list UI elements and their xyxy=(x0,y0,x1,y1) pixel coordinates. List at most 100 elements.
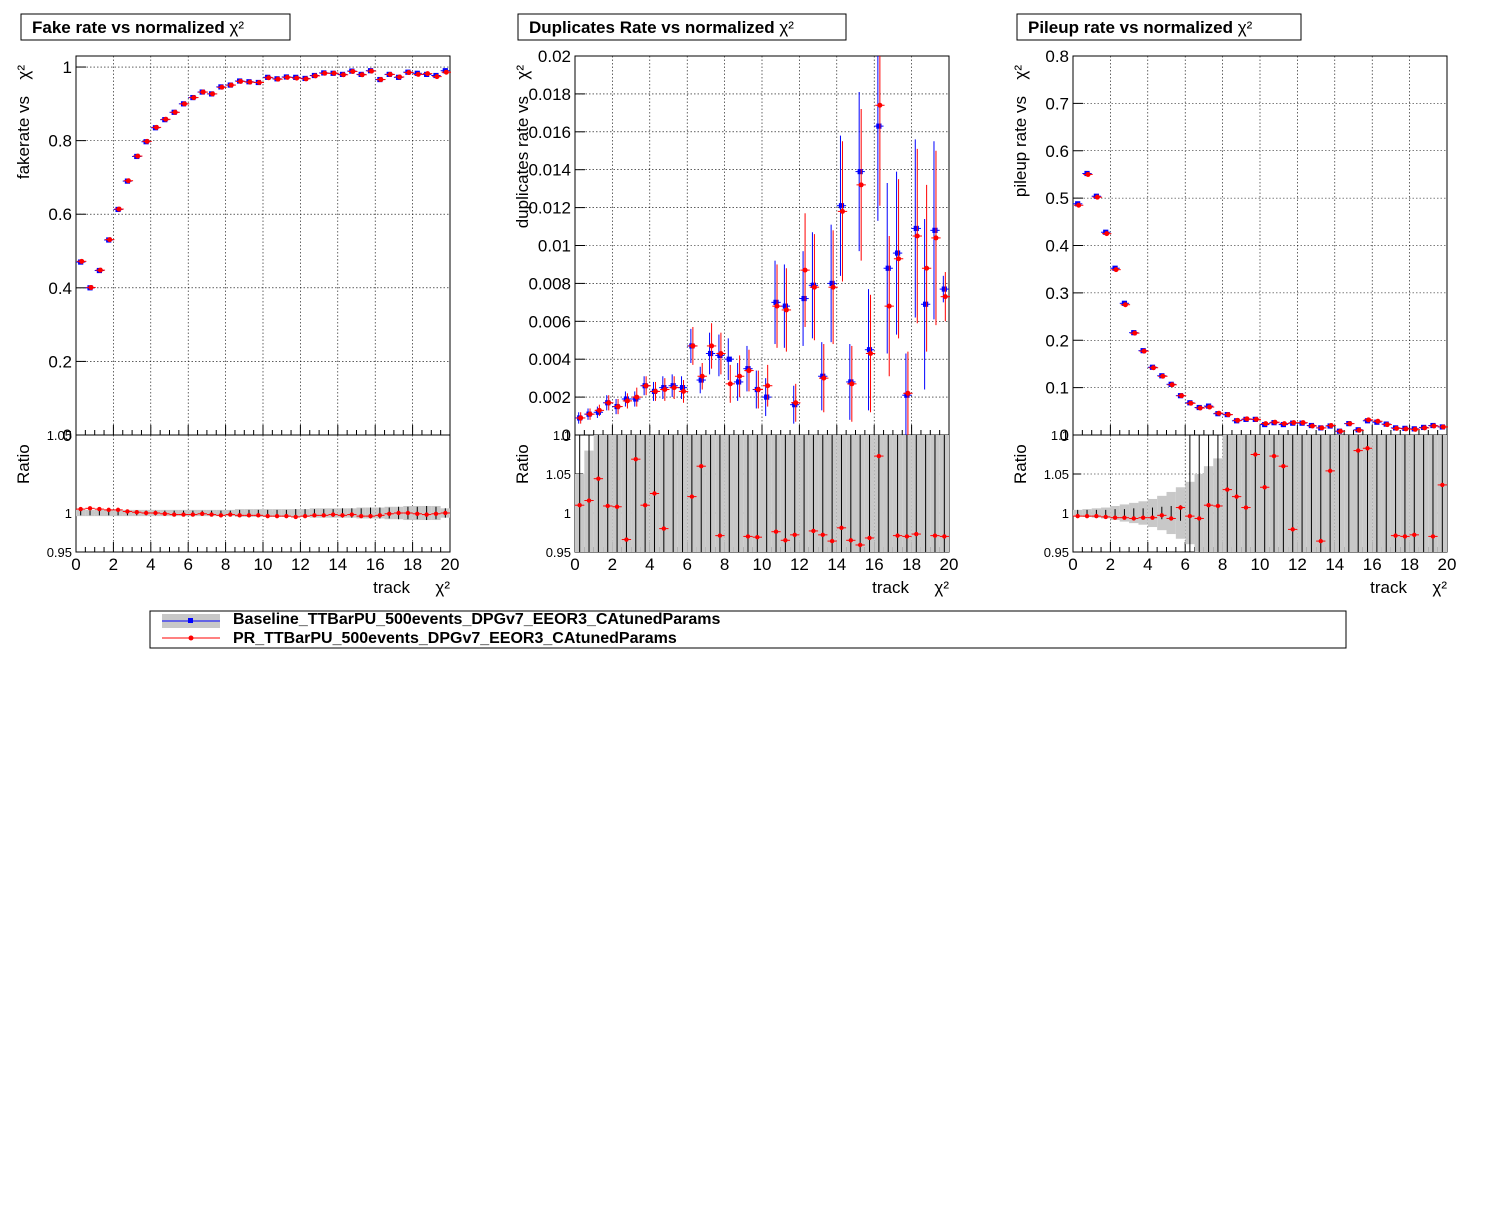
ratio-point xyxy=(200,511,205,516)
x-tick-label: 6 xyxy=(1180,555,1189,574)
x-axis-label: track xyxy=(373,578,410,597)
ratio-point xyxy=(783,538,788,543)
pr-point xyxy=(425,71,431,77)
y-axis-label-text: fakerate vs xyxy=(14,96,33,179)
ratio-point xyxy=(443,510,448,516)
pr-point xyxy=(802,267,808,273)
y-tick-label: 0.7 xyxy=(1045,94,1069,113)
y-tick-label: 0.4 xyxy=(48,279,72,298)
pr-point xyxy=(624,398,630,404)
y-axis-label-text: pileup rate vs xyxy=(1011,96,1030,197)
ratio-point xyxy=(755,534,760,540)
chart-title-symbol: χ² xyxy=(1238,18,1253,37)
x-tick-label: 10 xyxy=(1251,555,1270,574)
ratio-point xyxy=(792,532,797,538)
ratio-point xyxy=(1430,534,1436,539)
ratio-point xyxy=(1215,503,1221,509)
x-tick-label: 4 xyxy=(645,555,654,574)
ratio-y-tick-label: 0.95 xyxy=(546,545,571,560)
legend-pr-marker xyxy=(188,635,194,641)
baseline-point xyxy=(736,379,742,385)
pr-point xyxy=(849,381,855,387)
pr-point xyxy=(924,265,930,271)
ratio-point xyxy=(1271,453,1277,459)
x-tick-label: 14 xyxy=(827,555,846,574)
ratio-point xyxy=(1318,538,1323,544)
y-axis-label-symbol: χ² xyxy=(1011,65,1030,80)
pr-point xyxy=(1113,267,1119,273)
pr-point xyxy=(877,102,883,108)
pr-point xyxy=(1263,421,1269,427)
ratio-point xyxy=(1281,464,1286,469)
ratio-point xyxy=(321,513,326,518)
pr-point xyxy=(359,72,365,78)
ratio-point xyxy=(246,513,252,518)
y-tick-label: 0.016 xyxy=(528,123,571,142)
ratio-point xyxy=(661,526,667,531)
pr-point xyxy=(331,70,337,76)
pr-point xyxy=(652,388,658,394)
baseline-point xyxy=(876,123,882,129)
y-tick-label: 0.004 xyxy=(528,350,571,369)
pr-point xyxy=(191,95,197,101)
x-tick-label: 12 xyxy=(790,555,809,574)
pr-point xyxy=(125,178,131,184)
ratio-point xyxy=(143,510,149,516)
y-tick-label: 0.006 xyxy=(528,312,571,331)
chart-title-box xyxy=(517,13,847,41)
chart-title-box xyxy=(1016,13,1302,41)
pr-point xyxy=(1281,421,1287,427)
y-tick-label: 0.4 xyxy=(1045,237,1069,256)
pr-point xyxy=(107,237,113,243)
pr-point xyxy=(182,101,188,107)
ratio-point xyxy=(218,513,224,518)
x-tick-label: 20 xyxy=(940,555,959,574)
ratio-point xyxy=(876,453,882,459)
pr-point xyxy=(434,74,440,80)
ratio-point xyxy=(904,534,910,539)
y-tick-label: 0.1 xyxy=(1045,379,1069,398)
ratio-y-axis-label: Ratio xyxy=(513,444,532,484)
pr-point xyxy=(774,303,780,309)
pr-point xyxy=(1244,416,1250,422)
pr-point xyxy=(1300,420,1306,426)
pr-point xyxy=(1347,421,1353,427)
pr-point xyxy=(1375,418,1381,424)
pr-point xyxy=(443,69,449,75)
ratio-point xyxy=(106,507,111,513)
ratio-point xyxy=(1327,468,1333,474)
baseline-point xyxy=(829,280,835,286)
pr-point xyxy=(284,74,290,80)
legend-baseline-label: Baseline_TTBarPU_500events_DPGv7_EEOR3_C… xyxy=(233,611,720,628)
y-axis-label-symbol: χ² xyxy=(513,65,532,80)
ratio-point xyxy=(1112,515,1118,520)
y-axis-label: χ² xyxy=(1011,65,1030,80)
pr-point xyxy=(1291,420,1297,426)
x-tick-label: 6 xyxy=(682,555,691,574)
baseline-point xyxy=(764,394,770,400)
pr-point xyxy=(1122,302,1128,308)
baseline-point xyxy=(698,377,704,383)
baseline-point xyxy=(885,265,891,271)
pr-point xyxy=(116,206,122,212)
pr-point xyxy=(238,78,244,84)
baseline-point xyxy=(857,168,863,175)
pr-point xyxy=(79,258,85,264)
chart-title: Pileup rate vs normalized χ² xyxy=(1028,18,1253,37)
ratio-point xyxy=(1168,516,1174,521)
ratio-point xyxy=(377,513,383,518)
pr-point xyxy=(615,404,621,410)
pr-point xyxy=(793,400,799,406)
y-axis-label: χ² xyxy=(513,65,532,80)
x-tick-label: 10 xyxy=(753,555,772,574)
y-tick-label: 0.8 xyxy=(48,132,72,151)
ratio-y-tick-label: 0.95 xyxy=(1044,545,1069,560)
pr-point xyxy=(1253,416,1259,422)
baseline-point xyxy=(707,350,714,357)
pr-point xyxy=(1179,393,1185,399)
baseline-point xyxy=(923,301,929,307)
ratio-point xyxy=(624,537,629,542)
x-tick-label: 2 xyxy=(109,555,118,574)
ratio-point xyxy=(1234,494,1239,499)
